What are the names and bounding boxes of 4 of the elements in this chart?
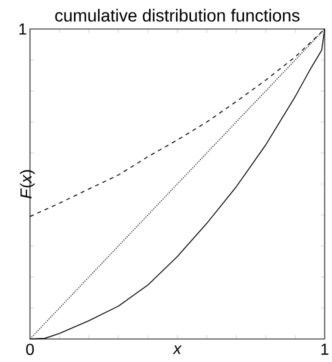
x-axis-title: x [172, 346, 182, 354]
x-tick-label: 0 [26, 344, 34, 356]
text: 1 [19, 24, 26, 35]
chart-title: cumulative distribution functions [55, 8, 300, 22]
